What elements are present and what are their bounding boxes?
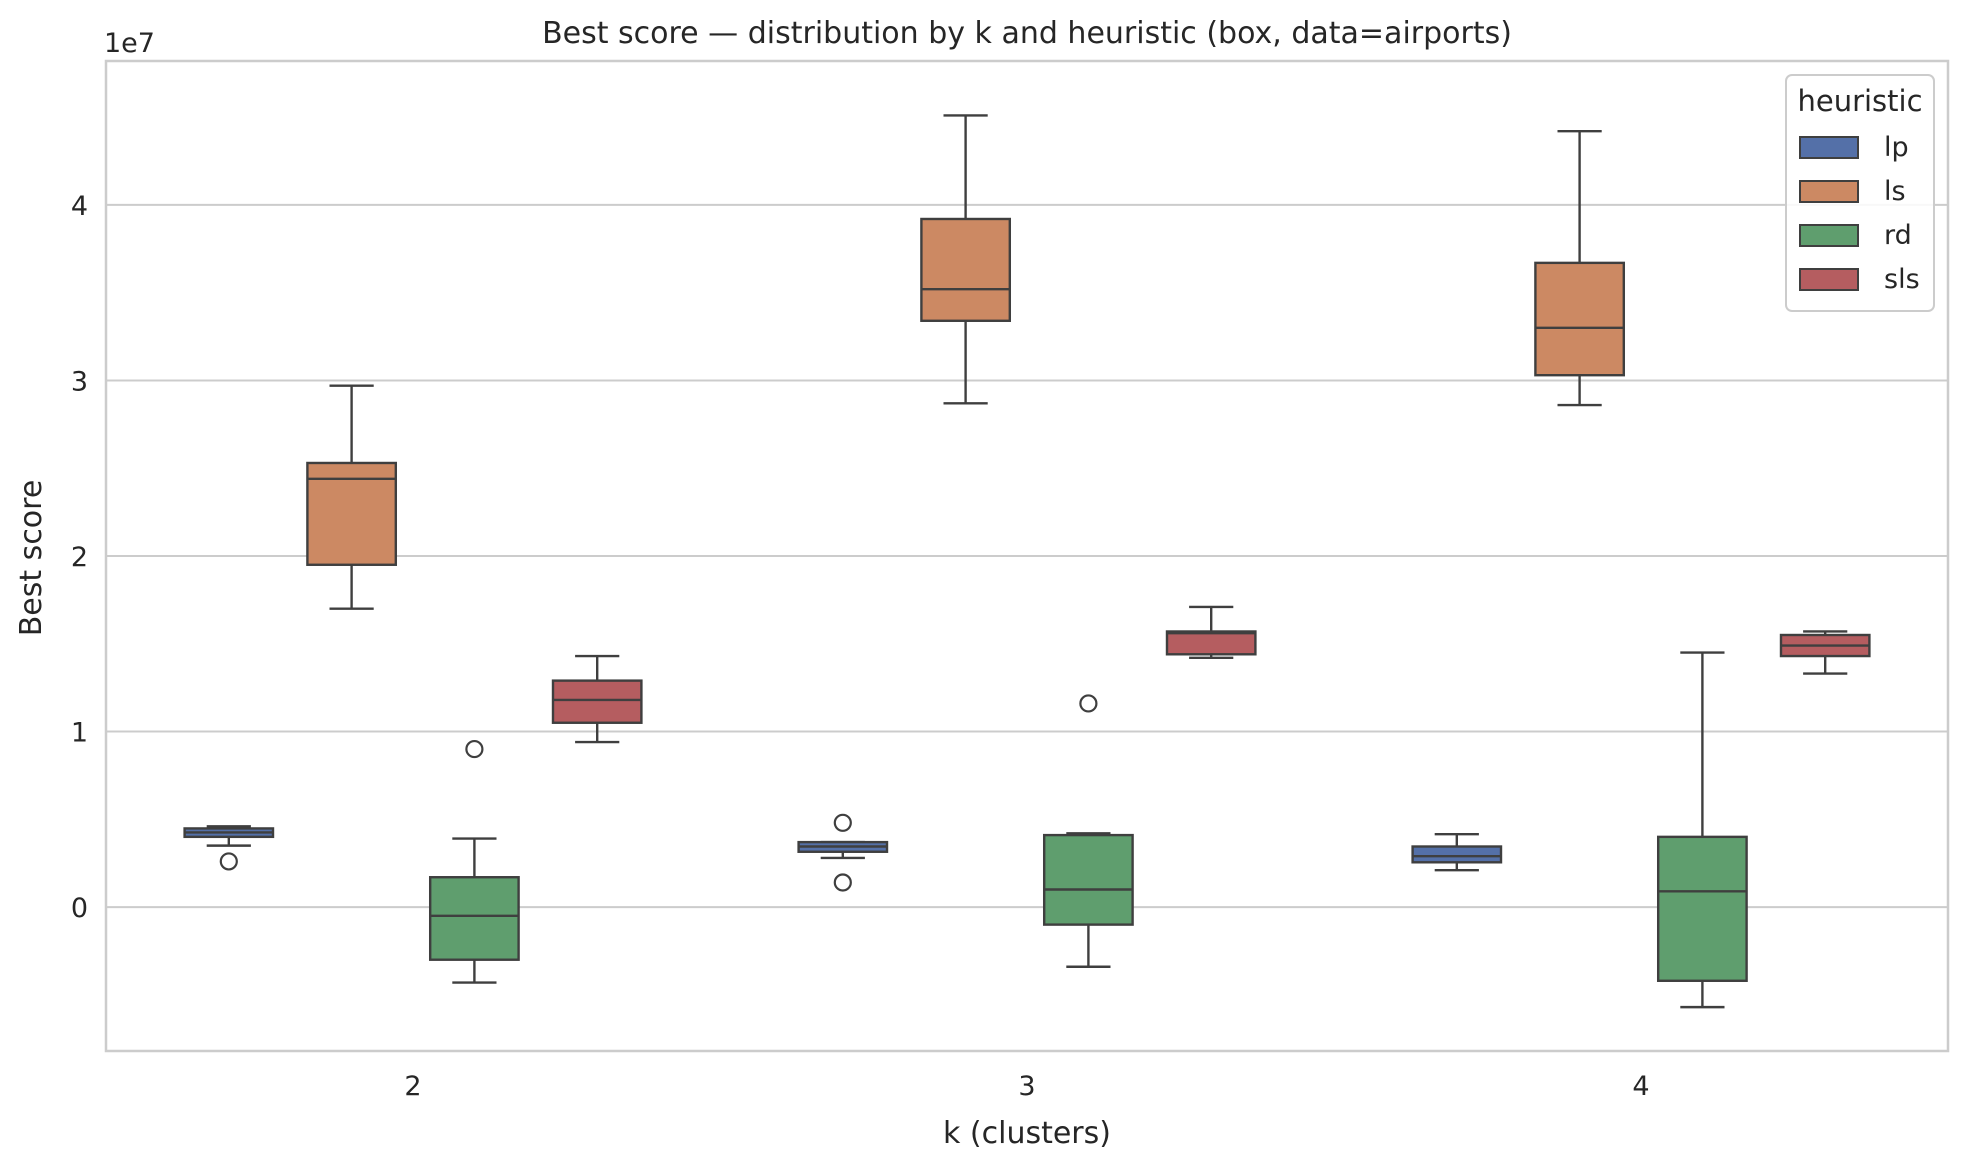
y-tick-label: 2 (71, 542, 88, 573)
legend-label-sls: sls (1884, 264, 1920, 295)
y-tick-label: 0 (71, 893, 88, 924)
box-ls-k2 (306, 384, 398, 610)
box-ls-k4 (1534, 130, 1626, 407)
box-lp-k4 (1411, 833, 1503, 872)
legend-label-lp: lp (1884, 132, 1909, 163)
x-tick-labels: 2 3 4 (404, 1071, 1649, 1102)
y-tick-labels: 0 1 2 3 4 (71, 191, 88, 924)
x-tick-label: 4 (1632, 1071, 1649, 1102)
iqr-box (1042, 833, 1134, 926)
iqr-box (551, 679, 643, 724)
legend: heuristic lp ls rd sls (1785, 74, 1935, 312)
box-lp-k2 (183, 825, 275, 871)
series-rd (428, 651, 1748, 1009)
x-tick-label: 3 (1018, 1071, 1035, 1102)
iqr-box (1656, 835, 1748, 982)
box-sls-k3 (1165, 605, 1257, 660)
outlier-point (1079, 694, 1098, 713)
outlier-point (219, 852, 238, 871)
box-series (183, 114, 1871, 1009)
series-sls (551, 605, 1871, 744)
plot-frame (104, 59, 1950, 1053)
legend-label-rd: rd (1884, 220, 1912, 251)
outlier-point (465, 739, 484, 759)
outlier-point (833, 873, 852, 892)
box-lp-k3 (797, 813, 889, 892)
legend-swatch-lp (1799, 136, 1859, 159)
y-axis-label: Best score (14, 480, 49, 637)
outlier-point (833, 813, 852, 832)
box-rd-k2 (428, 739, 520, 984)
box-sls-k2 (551, 654, 643, 744)
iqr-box (1411, 845, 1503, 864)
legend-label-ls: ls (1884, 176, 1906, 207)
iqr-box (428, 876, 520, 961)
legend-title: heuristic (1797, 84, 1922, 118)
box-rd-k3 (1042, 694, 1134, 968)
series-lp (183, 813, 1503, 892)
legend-swatch-sls (1799, 268, 1859, 291)
legend-swatch-ls (1799, 180, 1859, 203)
iqr-box (1534, 261, 1626, 377)
grid-lines (106, 203, 1948, 909)
legend-frame (1785, 74, 1935, 312)
y-scale-label: 1e7 (104, 28, 155, 59)
box-ls-k3 (920, 114, 1012, 405)
y-tick-label: 3 (71, 366, 88, 397)
chart-title: Best score — distribution by k and heuri… (542, 16, 1512, 51)
legend-swatch-rd (1799, 224, 1859, 247)
x-tick-label: 2 (404, 1071, 421, 1102)
iqr-box (1165, 630, 1257, 656)
y-tick-label: 1 (71, 718, 88, 749)
box-rd-k4 (1656, 651, 1748, 1009)
box-sls-k4 (1779, 630, 1871, 675)
iqr-box (920, 217, 1012, 322)
series-ls (306, 114, 1626, 610)
x-axis-label: k (clusters) (943, 1116, 1111, 1151)
y-tick-label: 4 (71, 191, 88, 222)
